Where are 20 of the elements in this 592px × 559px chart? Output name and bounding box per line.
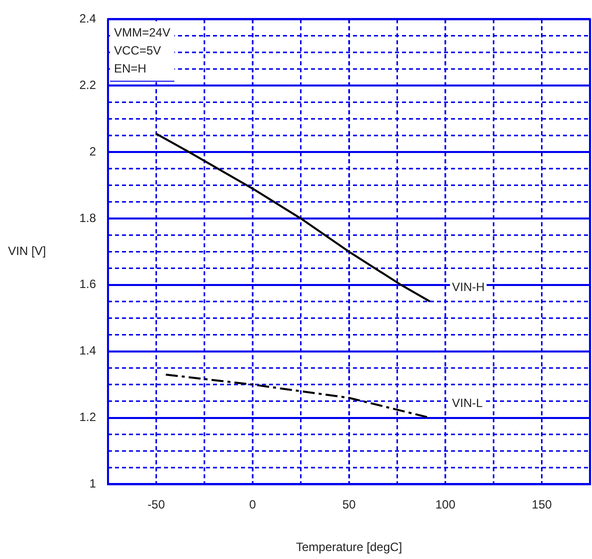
y-tick-label: 1 — [89, 476, 96, 491]
y-tick-label: 1.4 — [79, 344, 96, 358]
y-tick-label: 2.2 — [79, 78, 96, 92]
x-axis-title: Temperature [degC] — [296, 540, 402, 554]
y-tick-label: 2 — [89, 144, 96, 158]
annotation: EN=H — [114, 62, 146, 76]
x-tick-label: 50 — [342, 498, 356, 512]
x-tick-label: -50 — [148, 498, 166, 512]
y-axis-title: VIN [V] — [8, 244, 46, 258]
y-tick-label: 1.6 — [79, 277, 96, 292]
annotation: VMM=24V — [114, 26, 170, 40]
y-tick-label: 1.2 — [79, 410, 96, 424]
x-tick-label: 100 — [435, 498, 456, 512]
series-label: VIN-L — [452, 396, 483, 410]
annotation: VCC=5V — [114, 44, 162, 58]
x-tick-label: 150 — [532, 498, 552, 512]
y-tick-label: 1.8 — [79, 210, 96, 225]
x-tick-label: 0 — [249, 498, 256, 512]
series-label: VIN-H — [452, 280, 485, 294]
y-tick-label: 2.4 — [79, 12, 96, 26]
